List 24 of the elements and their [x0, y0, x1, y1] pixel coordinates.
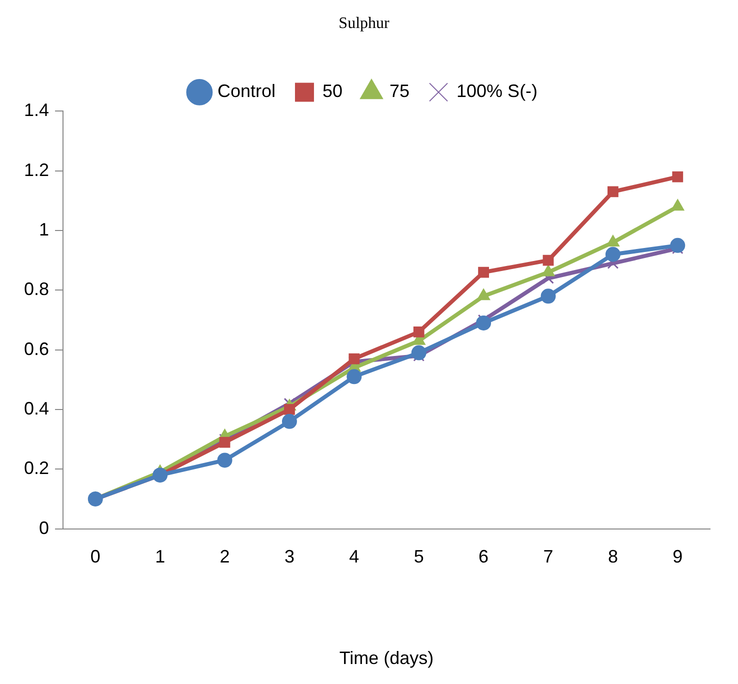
legend-label: 50 [322, 81, 343, 102]
x-tick-label: 5 [414, 546, 424, 567]
y-tick-label: 0.8 [24, 279, 50, 300]
y-tick-label: 0 [39, 518, 50, 538]
x-tick-label: 6 [478, 546, 489, 567]
x-tick-label: 3 [284, 546, 294, 567]
legend-label: Control [217, 81, 276, 102]
y-tick-label: 1.2 [24, 160, 50, 180]
x-tick-label: 8 [608, 546, 618, 567]
x-tick-label: 0 [90, 546, 100, 567]
x-tick-label: 4 [349, 546, 360, 567]
y-tick-label: 1 [39, 219, 50, 240]
x-axis-title: Time (days) [339, 648, 434, 668]
legend-label: 100% S(-) [456, 81, 538, 102]
x-tick-label: 2 [220, 546, 230, 567]
y-tick-label: 0.4 [24, 398, 50, 418]
x-tick-label: 1 [155, 546, 166, 567]
legend-label: 75 [390, 81, 410, 102]
y-tick-label: 1.4 [24, 100, 50, 120]
x-tick-label: 9 [672, 546, 683, 567]
y-tick-label: 0.2 [24, 458, 50, 478]
y-tick-label: 0.6 [24, 338, 50, 359]
x-tick-label: 7 [543, 546, 554, 567]
chart-title: Sulphur [338, 14, 390, 32]
